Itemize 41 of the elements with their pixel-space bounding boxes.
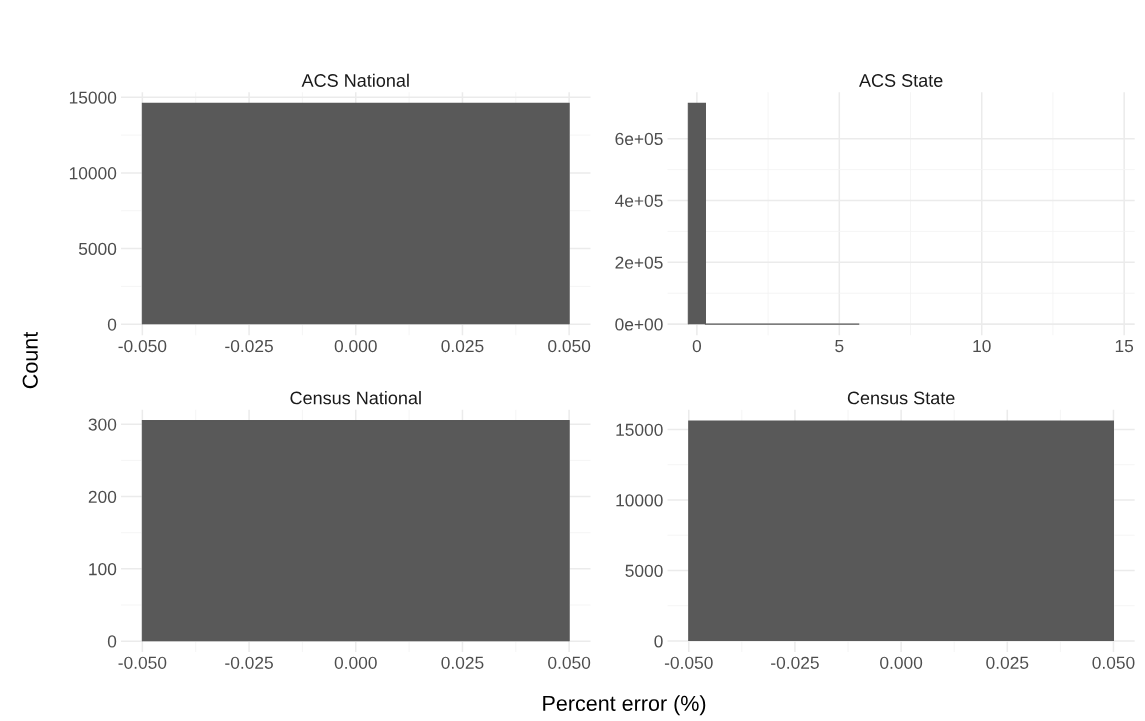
chart-title: Census National <box>290 391 421 405</box>
x-tick-label: -0.025 <box>225 656 273 669</box>
y-tick-label: 100 <box>89 563 117 576</box>
y-tick-label: 0 <box>107 318 117 331</box>
x-tick-label: 0.050 <box>548 656 591 669</box>
chart-title: ACS State <box>859 74 943 87</box>
y-tick-label: 2e+05 <box>615 256 663 269</box>
y-tick-label: 200 <box>88 490 117 503</box>
y-tick-label: 0 <box>107 635 117 648</box>
y-tick-label: 10000 <box>69 167 117 180</box>
y-axis-title: Count <box>22 331 38 389</box>
y-tick-label: 5000 <box>78 242 117 256</box>
chart-title: Census State <box>847 391 955 405</box>
x-tick-label: 5 <box>835 340 844 353</box>
x-tick-label: 0.050 <box>1092 656 1135 669</box>
x-tick-label: 0.025 <box>441 339 484 353</box>
x-axis-title: Percent error (%) <box>543 695 706 716</box>
x-tick-label: 0.000 <box>334 339 377 353</box>
y-tick-label: 4e+05 <box>615 194 663 207</box>
x-tick-label: 10 <box>973 339 991 353</box>
y-tick-label: 5000 <box>625 564 663 577</box>
y-tick-label: 0e+00 <box>615 318 663 331</box>
x-tick-label: -0.025 <box>225 339 273 353</box>
x-tick-label: 15 <box>1115 340 1134 353</box>
x-tick-label: -0.050 <box>118 656 167 669</box>
x-tick-label: 0.000 <box>334 656 377 669</box>
x-tick-label: 0.025 <box>441 656 484 669</box>
x-tick-label: 0.050 <box>548 339 591 353</box>
x-tick-label: -0.025 <box>771 656 819 669</box>
chart-title: ACS National <box>301 73 409 87</box>
y-tick-label: 15000 <box>69 91 117 104</box>
x-tick-label: -0.050 <box>118 339 167 353</box>
y-tick-label: 6e+05 <box>615 132 663 146</box>
y-tick-label: 0 <box>654 635 663 648</box>
y-tick-label: 300 <box>88 418 117 431</box>
x-tick-label: 0 <box>692 339 702 353</box>
y-tick-label: 10000 <box>616 494 663 507</box>
x-tick-label: -0.050 <box>664 656 713 669</box>
x-tick-label: 0.000 <box>880 656 923 669</box>
x-tick-label: 0.025 <box>986 656 1029 669</box>
y-tick-label: 15000 <box>616 423 663 436</box>
